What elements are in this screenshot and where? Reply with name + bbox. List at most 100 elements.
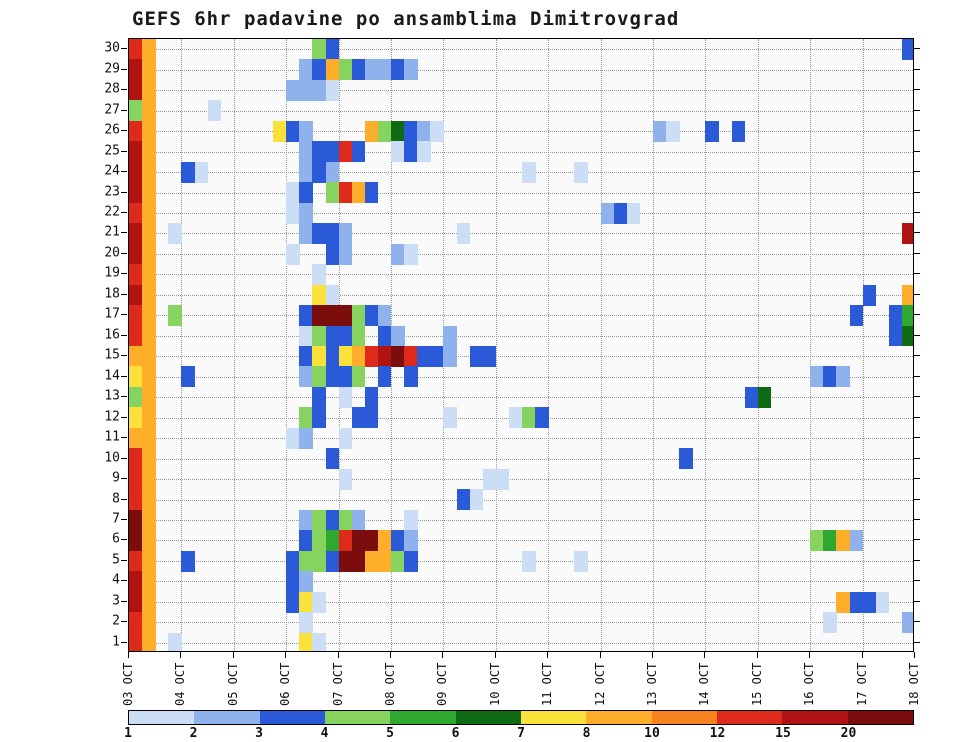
y-tick-mark [121, 130, 127, 132]
heatmap-cell [129, 100, 143, 122]
heatmap-cell [338, 346, 353, 367]
heatmap-cell [351, 366, 366, 388]
heatmap-cell [312, 264, 326, 286]
y-tick-label: 14 [104, 368, 120, 384]
heatmap-cell [312, 591, 326, 613]
heatmap-cell [286, 427, 300, 449]
y-tick-mark [914, 232, 920, 234]
heatmap-cell [129, 509, 143, 531]
heatmap-cell [351, 305, 366, 327]
x-tick-mark [704, 652, 706, 658]
heatmap-cell [823, 366, 837, 388]
heatmap-cell [129, 407, 143, 429]
heatmap-cell [338, 243, 353, 265]
y-tick-mark [914, 48, 920, 50]
heatmap-cell [312, 223, 326, 245]
y-tick-label: 6 [112, 531, 120, 547]
heatmap-cell [142, 202, 156, 224]
heatmap-cell [522, 161, 536, 183]
y-tick-mark [121, 580, 127, 582]
heatmap-cell [574, 161, 588, 183]
heatmap-cell [404, 366, 418, 388]
y-tick-mark [914, 559, 920, 561]
grid-line-vertical [548, 39, 550, 651]
heatmap-cell [849, 530, 864, 552]
grid-line-horizontal [129, 172, 913, 174]
heatmap-cell [312, 386, 326, 408]
heatmap-cell [299, 366, 313, 388]
legend-tick-label: 20 [840, 726, 857, 741]
heatmap-cell [325, 530, 340, 552]
heatmap-cell [129, 223, 143, 245]
heatmap-cell [377, 305, 392, 327]
grid-line-vertical [705, 39, 707, 651]
heatmap-cell [338, 59, 353, 81]
heatmap-cell [901, 325, 913, 347]
y-tick-mark [914, 539, 920, 541]
y-tick-mark [914, 416, 920, 418]
heatmap-cell [364, 182, 379, 204]
heatmap-cell [364, 530, 379, 552]
y-tick-label: 5 [112, 552, 120, 568]
legend-color-segment [259, 711, 325, 724]
x-tick-label: 11 OCT [540, 662, 555, 706]
heatmap-cell [469, 346, 484, 367]
y-tick-mark [914, 191, 920, 193]
heatmap-cell [391, 530, 405, 552]
heatmap-cell [417, 346, 431, 367]
heatmap-grid [128, 38, 914, 652]
y-tick-mark [121, 252, 127, 254]
y-tick-label: 16 [104, 327, 120, 343]
x-tick-label: 09 OCT [435, 662, 450, 706]
heatmap-cell [338, 182, 353, 204]
y-tick-label: 29 [104, 61, 120, 77]
y-tick-mark [914, 478, 920, 480]
heatmap-cell [613, 202, 628, 224]
heatmap-cell [404, 120, 418, 142]
x-tick-mark [232, 652, 234, 658]
heatmap-cell [377, 530, 392, 552]
heatmap-cell [364, 407, 379, 429]
heatmap-cell [142, 632, 156, 651]
heatmap-cell [129, 202, 143, 224]
heatmap-cell [351, 141, 366, 163]
heatmap-cell [142, 489, 156, 511]
heatmap-cell [129, 632, 143, 651]
y-tick-label: 21 [104, 224, 120, 240]
heatmap-cell [325, 182, 340, 204]
grid-line-horizontal [129, 458, 913, 460]
grid-line-horizontal [129, 192, 913, 194]
y-tick-label: 15 [104, 347, 120, 363]
heatmap-cell [129, 284, 143, 306]
heatmap-cell [142, 509, 156, 531]
heatmap-cell [286, 571, 300, 593]
legend-tick-label: 8 [582, 726, 591, 741]
heatmap-cell [299, 632, 313, 651]
legend-color-segment [390, 711, 456, 724]
heatmap-cell [862, 591, 877, 613]
x-tick-label: 15 OCT [749, 662, 764, 706]
heatmap-cell [535, 407, 549, 429]
y-tick-mark [914, 150, 920, 152]
heatmap-cell [142, 305, 156, 327]
grid-line-horizontal [129, 540, 913, 542]
color-legend-bar [128, 710, 914, 725]
heatmap-cell [325, 141, 340, 163]
grid-line-horizontal [129, 274, 913, 276]
heatmap-cell [299, 530, 313, 552]
heatmap-cell [129, 489, 143, 511]
heatmap-cell [875, 591, 890, 613]
heatmap-cell [142, 530, 156, 552]
heatmap-cell [299, 427, 313, 449]
heatmap-cell [391, 243, 405, 265]
heatmap-cell [299, 346, 313, 367]
y-tick-label: 28 [104, 81, 120, 97]
grid-line-horizontal [129, 499, 913, 501]
heatmap-cell [129, 366, 143, 388]
heatmap-cell [312, 39, 326, 60]
heatmap-cell [404, 509, 418, 531]
heatmap-cell [744, 386, 759, 408]
heatmap-cell [377, 550, 392, 572]
y-tick-mark [914, 437, 920, 439]
heatmap-cell [404, 550, 418, 572]
